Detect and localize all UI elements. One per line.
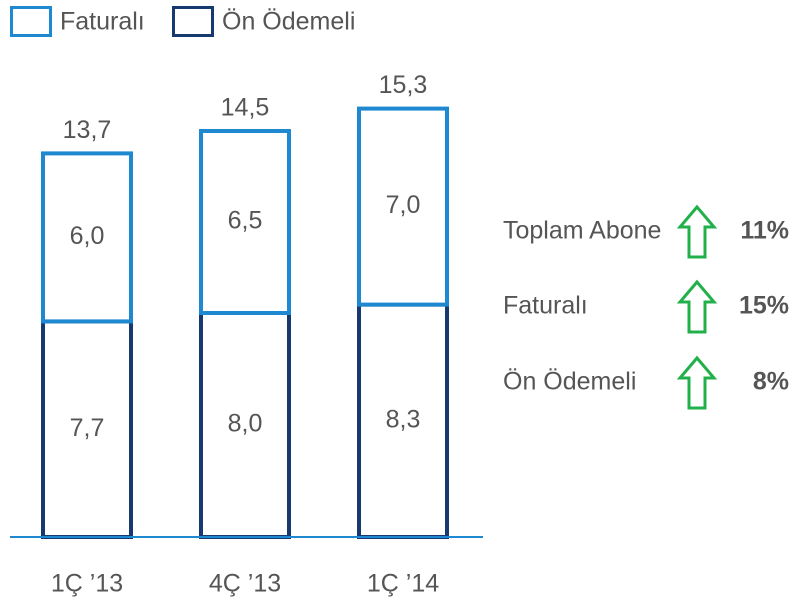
legend-swatch — [172, 6, 214, 37]
legend-label: Ön Ödemeli — [222, 8, 355, 36]
bar-segment — [199, 129, 291, 315]
growth-arrow — [676, 279, 718, 334]
segment-label: 7,0 — [386, 191, 421, 219]
total-label: 13,7 — [63, 116, 112, 144]
legend-swatch — [10, 6, 52, 37]
growth-label: Faturalı — [503, 292, 588, 320]
bar-segment — [41, 319, 133, 539]
total-label: 15,3 — [379, 71, 428, 99]
growth-arrow — [676, 355, 718, 410]
segment-label: 7,7 — [70, 414, 105, 442]
x-tick-label: 1Ç ’14 — [367, 570, 439, 598]
growth-value: 15% — [739, 292, 789, 320]
growth-arrow — [676, 204, 718, 259]
segment-label: 8,3 — [386, 405, 421, 433]
bar-segment — [357, 106, 449, 307]
x-tick-label: 4Ç ’13 — [209, 570, 281, 598]
legend-label: Faturalı — [60, 8, 145, 36]
x-tick-label: 1Ç ’13 — [51, 570, 123, 598]
total-label: 14,5 — [221, 94, 270, 122]
segment-label: 8,0 — [228, 410, 263, 438]
growth-value: 11% — [740, 217, 789, 245]
segment-label: 6,5 — [228, 207, 263, 235]
growth-value: 8% — [753, 368, 789, 396]
growth-label: Toplam Abone — [503, 217, 661, 245]
growth-label: Ön Ödemeli — [503, 368, 636, 396]
bar-segment — [41, 151, 133, 324]
segment-label: 6,0 — [70, 222, 105, 250]
